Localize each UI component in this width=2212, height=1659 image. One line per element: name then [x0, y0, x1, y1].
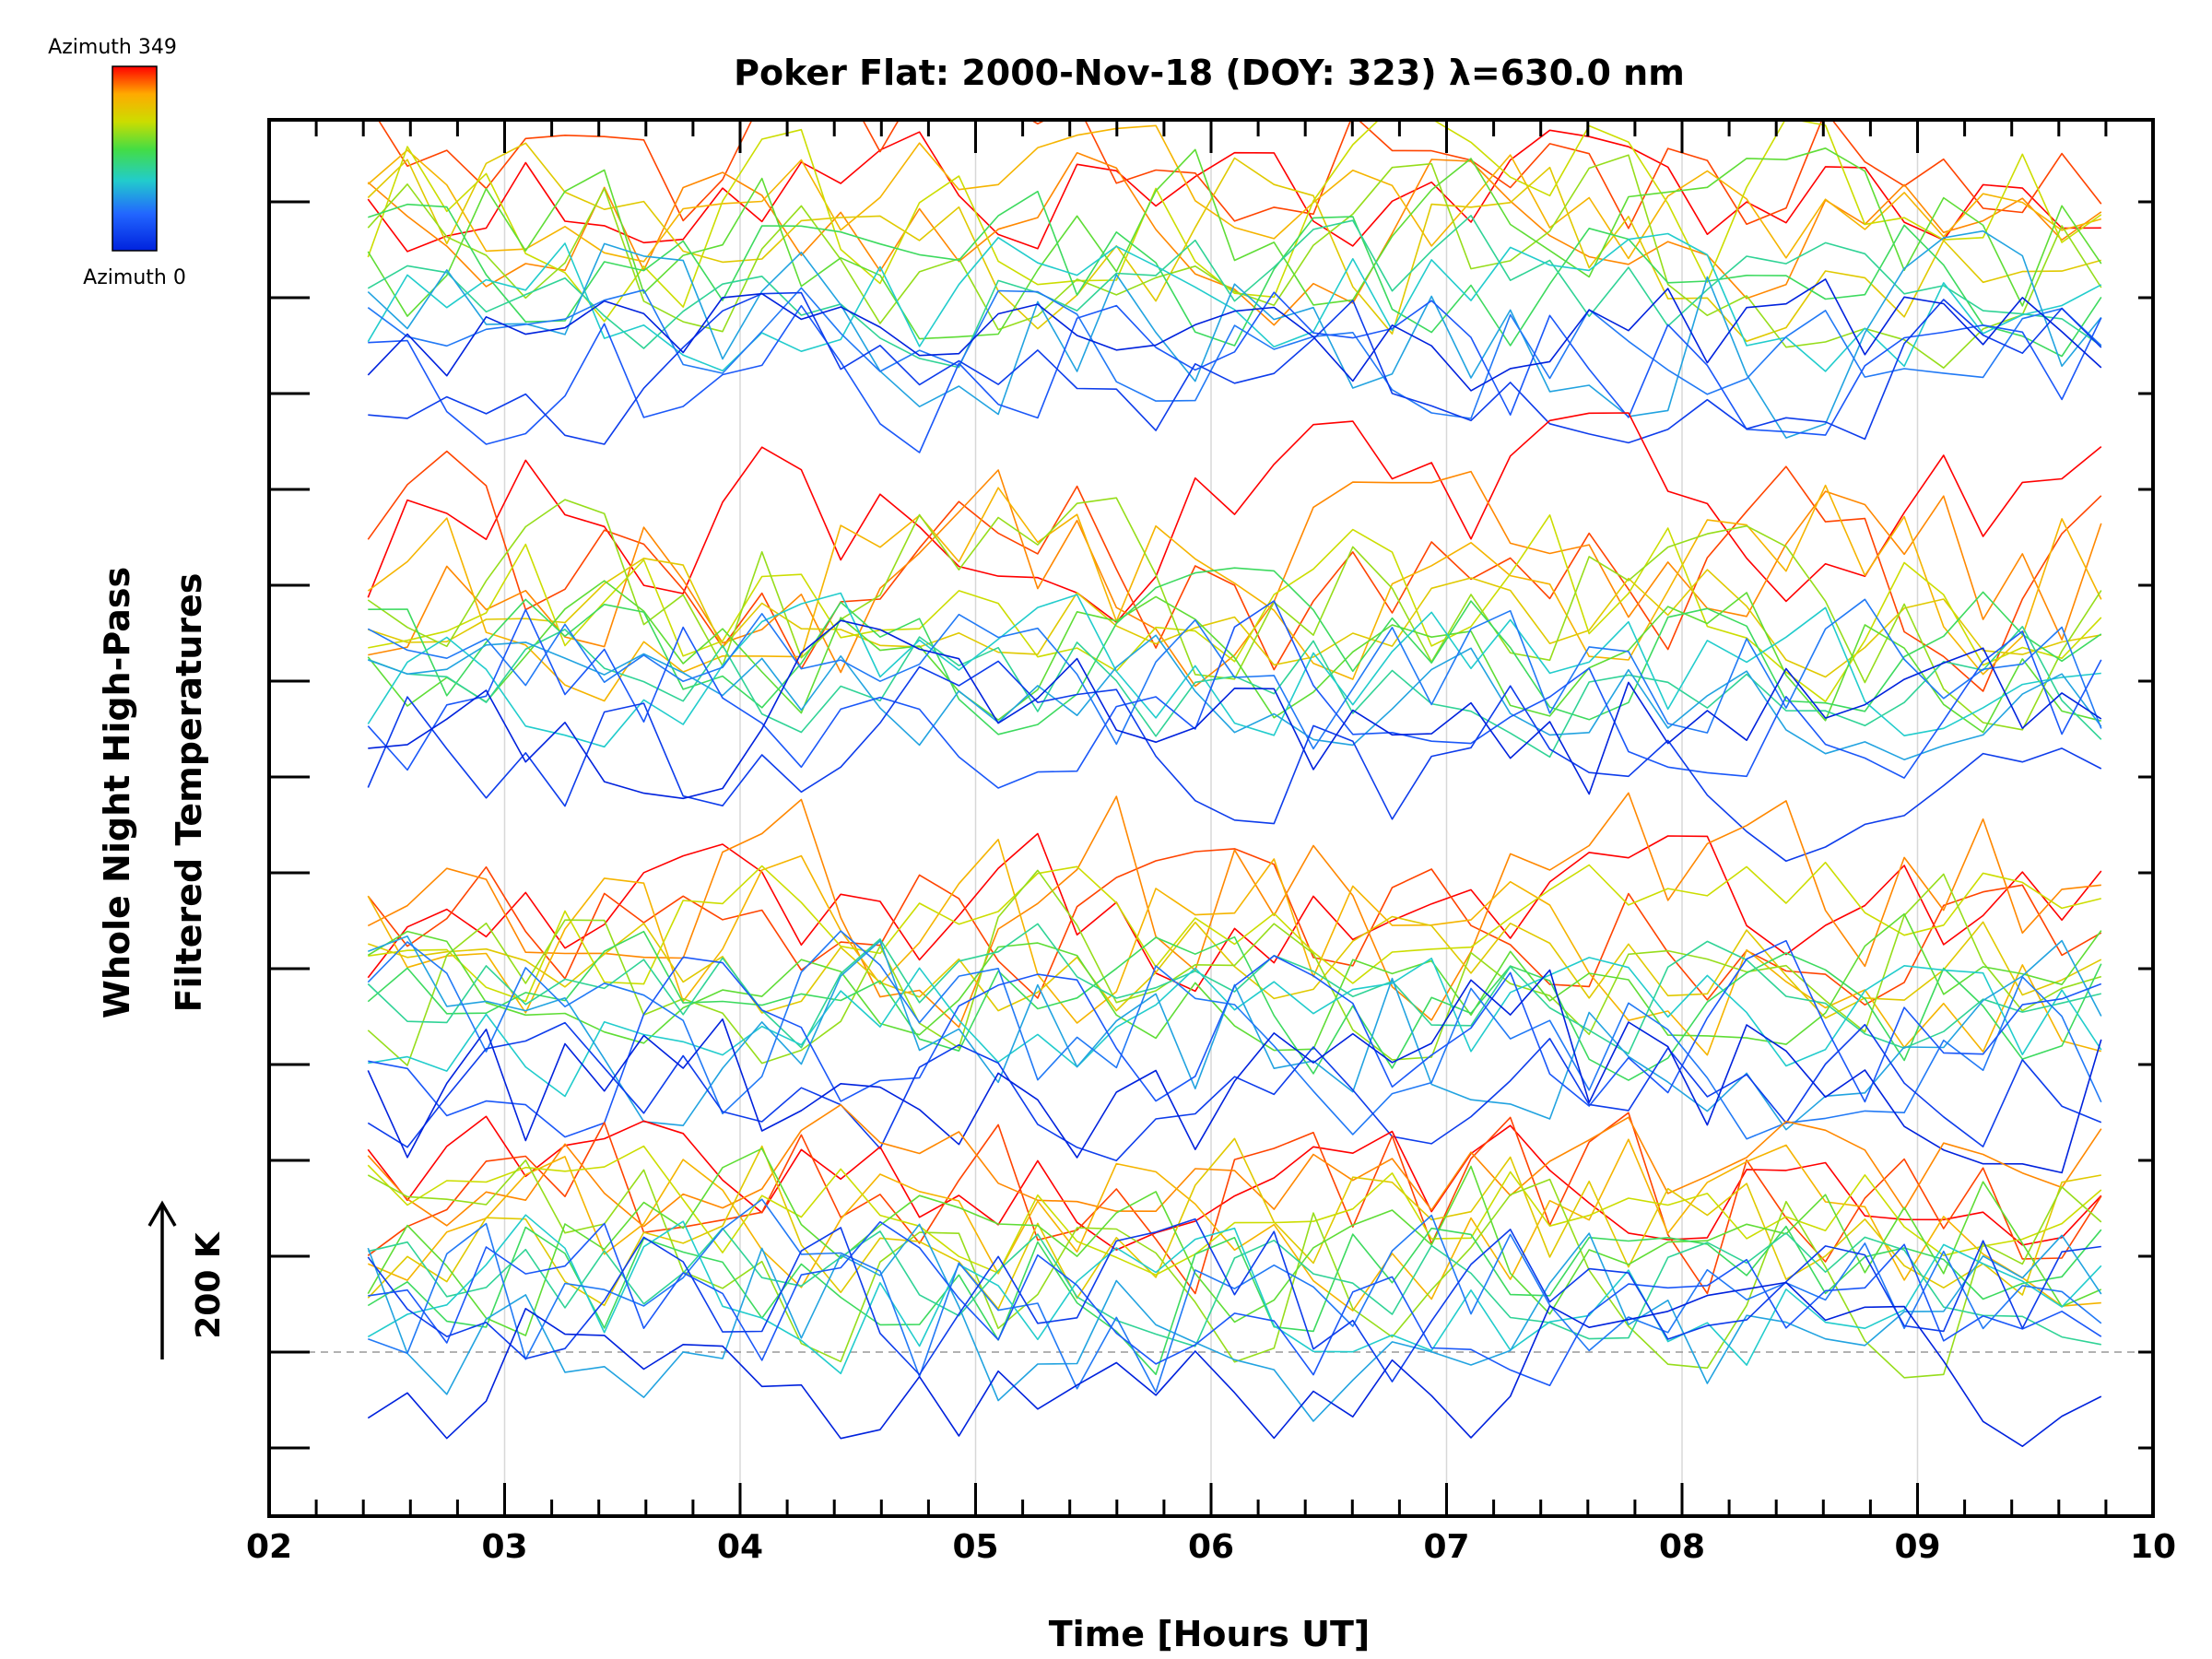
x-tick-label-09: 09	[1894, 1528, 1940, 1566]
azimuth-trace-49	[367, 1112, 2102, 1295]
azimuth-trace-45	[368, 939, 2102, 1138]
chart-title: Poker Flat: 2000-Nov-18 (DOY: 323) λ=630…	[734, 53, 1685, 93]
azimuth-trace-16	[367, 412, 2102, 623]
azimuth-trace-50	[367, 1103, 2102, 1228]
azimuth-trace-4	[367, 142, 2102, 343]
azimuth-trace-11	[367, 229, 2102, 439]
azimuth-trace-2	[367, 152, 2102, 326]
scale-arrow-label: 200 K	[190, 1231, 228, 1339]
azimuth-trace-46	[367, 1021, 2102, 1161]
azimuth-trace-59	[367, 1223, 2102, 1422]
azimuth-trace-40	[367, 930, 2102, 1081]
azimuth-trace-38	[367, 869, 2102, 1066]
colorbar-bottom-label: Azimuth 0	[83, 266, 186, 289]
azimuth-trace-63	[367, 1281, 2102, 1447]
scale-arrow	[147, 1200, 177, 1359]
temperature-traces	[367, 120, 2102, 1447]
x-tick-labels: 02 03 04 05 06 07 08 09 10	[246, 1528, 2176, 1566]
x-tick-label-05: 05	[952, 1528, 998, 1566]
azimuth-trace-32	[367, 832, 2102, 993]
azimuth-trace-19	[367, 484, 2102, 702]
azimuth-trace-24	[368, 567, 2102, 735]
azimuth-trace-1	[377, 120, 2102, 229]
x-tick-label-04: 04	[717, 1528, 763, 1566]
x-tick-label-02: 02	[246, 1528, 292, 1566]
azimuth-trace-44	[367, 930, 2102, 1140]
azimuth-trace-14	[368, 291, 2102, 445]
azimuth-trace-62	[367, 1218, 2101, 1382]
y-axis-label-line2: Filtered Temperatures	[169, 573, 209, 1013]
azimuth-trace-54	[367, 1159, 2102, 1379]
azimuth-trace-55	[367, 1147, 2102, 1336]
azimuth-trace-8	[368, 190, 2102, 358]
azimuth-trace-56	[367, 1225, 2102, 1375]
azimuth-trace-17	[367, 450, 2102, 692]
azimuth-trace-26	[367, 592, 2101, 748]
azimuth-trace-3	[367, 124, 2102, 263]
x-axis-label: Time [Hours UT]	[1049, 1614, 1371, 1654]
azimuth-trace-47	[367, 969, 2102, 1174]
azimuth-trace-21	[368, 513, 2102, 703]
azimuth-trace-48	[367, 1115, 2102, 1251]
azimuth-trace-23	[367, 580, 2101, 734]
azimuth-trace-41	[367, 923, 2101, 1054]
azimuth-trace-12	[367, 287, 2102, 419]
azimuth-trace-22	[367, 497, 2102, 731]
azimuth-trace-53	[367, 1145, 2102, 1276]
azimuth-colorbar	[112, 65, 158, 252]
azimuth-trace-10	[367, 232, 2102, 372]
x-tick-label-07: 07	[1423, 1528, 1469, 1566]
azimuth-trace-43	[368, 935, 2102, 1131]
azimuth-trace-42	[368, 957, 2102, 1098]
vertical-gridlines	[503, 120, 1919, 1516]
azimuth-trace-31	[368, 619, 2102, 800]
azimuth-trace-0	[367, 129, 2101, 253]
azimuth-trace-39	[367, 912, 2102, 1052]
azimuth-trace-28	[367, 598, 2102, 750]
azimuth-trace-27	[368, 634, 2102, 761]
azimuth-trace-60	[368, 1198, 2102, 1393]
y-axis-label-line1: Whole Night High-Pass	[97, 567, 137, 1018]
x-tick-label-03: 03	[481, 1528, 527, 1566]
azimuth-trace-20	[368, 557, 2101, 678]
azimuth-trace-35	[367, 838, 2102, 1056]
azimuth-trace-52	[367, 1137, 2101, 1310]
axis-ticks	[267, 120, 2155, 1516]
azimuth-trace-13	[368, 291, 2102, 453]
azimuth-trace-30	[367, 660, 2102, 863]
x-tick-label-08: 08	[1659, 1528, 1705, 1566]
azimuth-trace-18	[368, 469, 2102, 688]
azimuth-trace-36	[368, 915, 2102, 1019]
colorbar-top-label: Azimuth 349	[48, 36, 177, 59]
azimuth-trace-58	[367, 1214, 2102, 1375]
x-tick-label-06: 06	[1188, 1528, 1234, 1566]
azimuth-trace-33	[367, 848, 2102, 1006]
azimuth-trace-6	[367, 154, 2102, 370]
azimuth-trace-61	[368, 1220, 2102, 1386]
azimuth-trace-15	[367, 278, 2102, 392]
azimuth-trace-57	[368, 1227, 2101, 1347]
azimuth-trace-7	[367, 147, 2102, 340]
azimuth-trace-9	[367, 215, 2102, 369]
x-tick-label-10: 10	[2130, 1528, 2176, 1566]
azimuth-trace-29	[367, 600, 2102, 789]
